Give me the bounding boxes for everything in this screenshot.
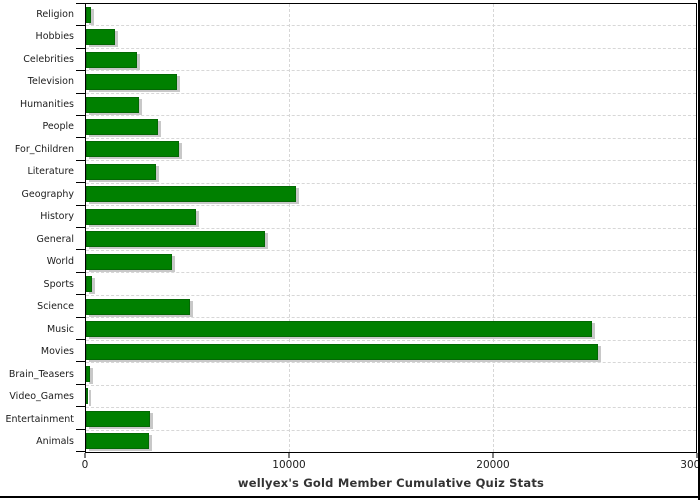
bar-animals [86,433,150,450]
bar-general [86,231,265,248]
x-axis-tick [492,453,494,458]
category-label-geography: Geography [21,188,74,200]
bar-television [86,74,178,91]
y-axis-tick [76,25,85,27]
category-label-for_children: For_Children [14,143,74,155]
bar-entertainment [86,410,151,427]
y-axis-tick [76,383,85,385]
x-axis: 0 10000 20000 30000 [81,453,700,473]
category-label-video_games: Video_Games [9,391,74,403]
bar-celebrities [86,51,138,68]
bar-movies [86,343,599,360]
category-label-sports: Sports [43,278,74,290]
chart-row [86,137,696,160]
chart-row [86,182,696,205]
y-axis-tick [76,204,85,206]
category-label-celebrities: Celebrities [23,53,74,65]
bar-humanities [86,96,140,113]
x-axis-tick-label: 10000 [272,459,306,471]
y-axis-tick [76,361,85,363]
y-axis-tick [76,115,85,116]
bar-video_games [86,388,89,405]
category-label-literature: Literature [27,166,74,178]
y-axis-tick [76,294,85,296]
bar-science [86,298,190,315]
image-frame-right-edge [698,0,700,500]
category-label-animals: Animals [36,436,74,448]
category-label-religion: Religion [36,8,74,20]
y-axis-tick [76,339,85,340]
x-axis-tick [288,453,290,458]
chart-title: wellyex's Gold Member Cumulative Quiz St… [237,476,545,490]
y-axis-tick [76,92,85,94]
bar-hobbies [86,29,116,46]
chart-row [86,272,696,294]
category-label-television: Television [27,76,74,88]
bar-religion [86,6,91,23]
bar-people [86,118,159,135]
bar-world [86,253,172,270]
bar-brain_teasers [86,365,90,382]
bar-for_children [86,141,180,158]
bar-literature [86,163,157,180]
chart-row [86,70,696,92]
image-frame-bottom-edge [0,496,700,498]
chart-row [86,249,696,272]
plot-area [76,3,697,453]
y-axis-tick [76,159,85,161]
y-axis-tick [76,271,85,273]
y-axis-tick [76,249,85,251]
y-axis-tick [76,3,85,4]
x-axis-tick [84,453,86,458]
chart-row [86,160,696,182]
category-label-people: People [42,121,74,133]
y-axis-tick [76,406,85,408]
chart-row [86,205,696,227]
y-axis-tick [76,182,85,184]
chart-row [86,317,696,339]
chart-row [86,339,696,362]
chart-row [86,115,696,137]
x-axis-tick-label: 0 [81,459,89,471]
chart-row [86,25,696,47]
chart-row [86,4,696,25]
y-axis-tick [76,316,85,318]
bar-history [86,208,197,225]
y-axis-tick [76,227,85,228]
chart-row [86,92,696,115]
chart-row [86,227,696,250]
chart-row [86,384,696,407]
y-axis-tick [76,47,85,49]
category-label-hobbies: Hobbies [35,31,74,43]
category-label-world: World [46,256,74,268]
category-label-movies: Movies [40,346,74,358]
bar-geography [86,186,297,203]
category-label-humanities: Humanities [19,98,74,110]
chart-row [86,47,696,70]
y-axis-tick [76,451,85,452]
category-label-entertainment: Entertainment [5,413,74,425]
x-axis-tick-label: 20000 [476,459,510,471]
x-axis-tick [696,453,698,458]
y-axis-tick [76,137,85,139]
chart-row [86,429,696,452]
x-axis-tick-label: 30000 [680,459,700,471]
chart-row [86,294,696,317]
category-label-brain_teasers: Brain_Teasers [8,368,74,380]
category-label-history: History [40,211,74,223]
category-label-music: Music [46,323,74,335]
bar-sports [86,276,93,293]
category-label-science: Science [37,301,74,313]
category-label-general: General [36,233,74,245]
y-axis-tick [76,70,85,72]
bar-music [86,321,592,338]
y-axis-tick [76,428,85,430]
chart-row [86,362,696,384]
y-axis-category-labels: Religion Hobbies Celebrities Television Huma… [0,3,85,453]
chart-row [86,407,696,429]
